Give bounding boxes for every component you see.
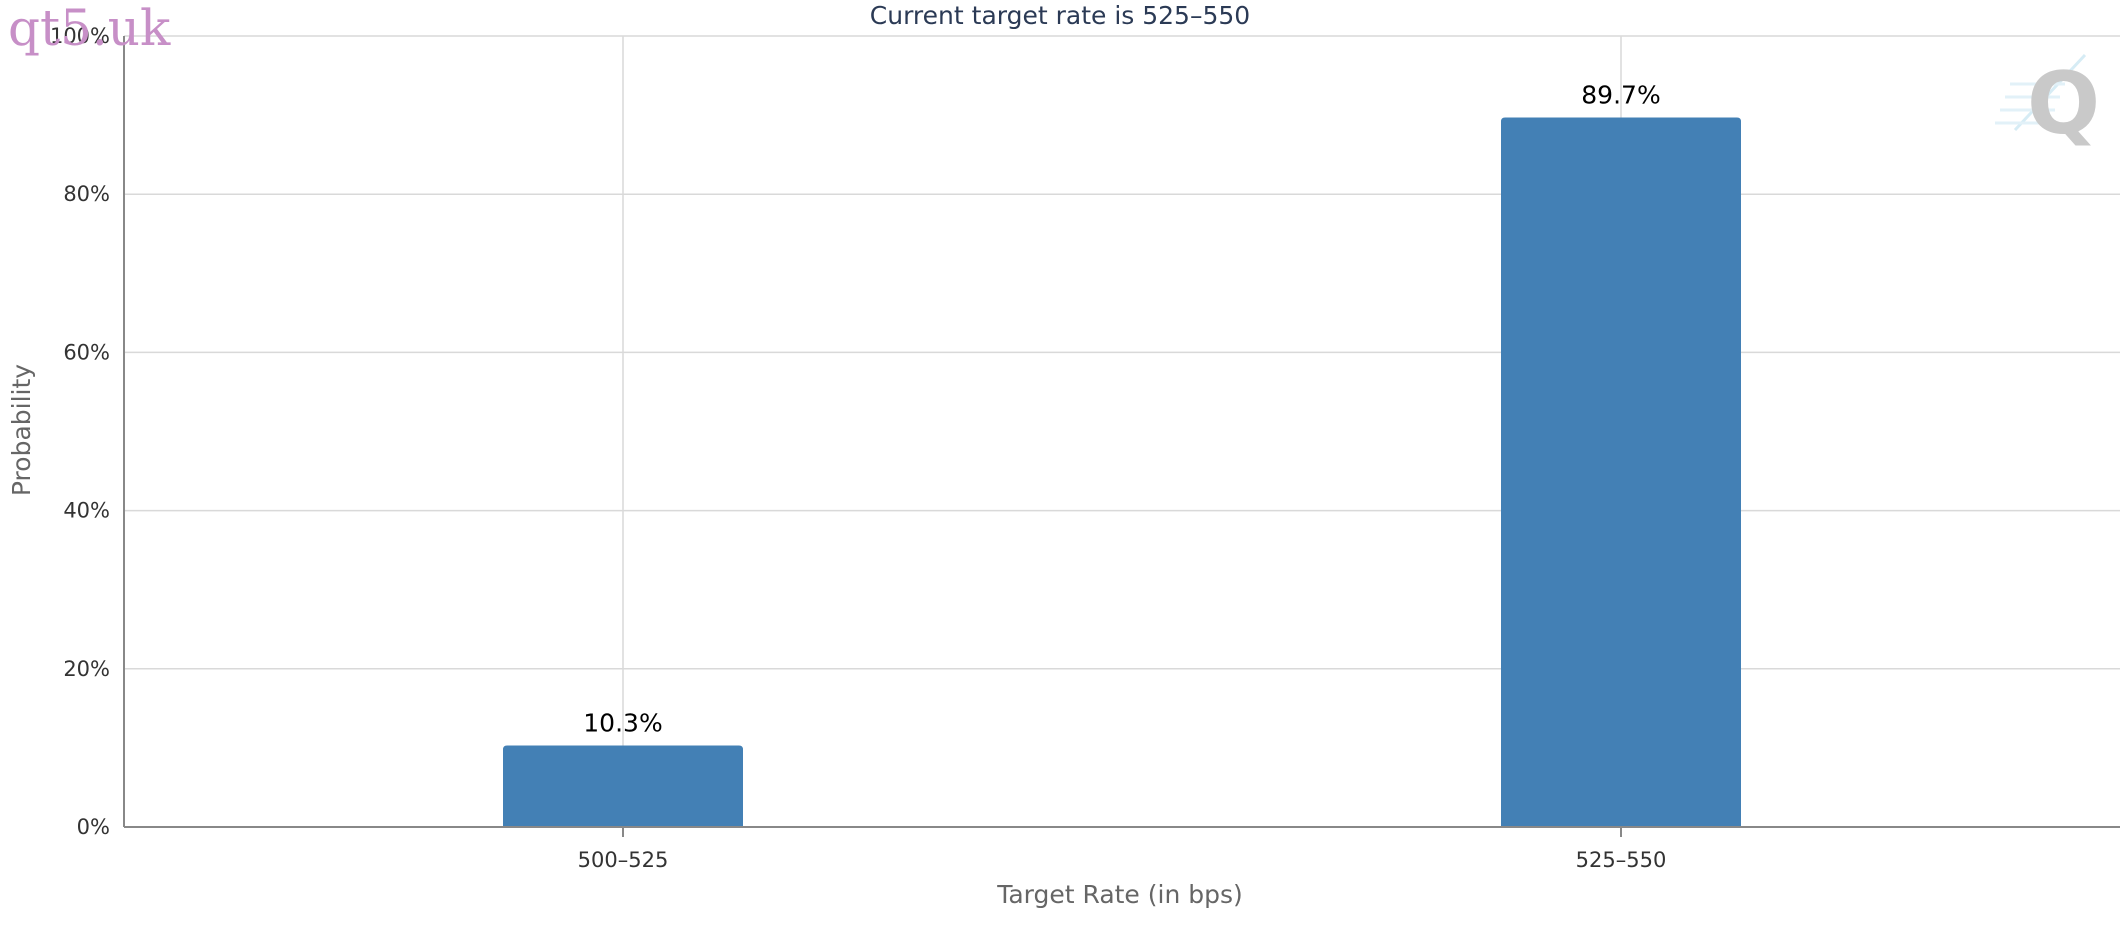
x-axis-title: Target Rate (in bps) bbox=[996, 880, 1243, 909]
x-tick-labels: 500–525 525–550 bbox=[578, 827, 1667, 872]
grid-lines bbox=[124, 35, 2120, 827]
y-tick-label: 40% bbox=[63, 499, 110, 523]
y-tick-label: 80% bbox=[63, 182, 110, 206]
y-tick-label: 100% bbox=[50, 24, 110, 48]
y-tick-label: 20% bbox=[63, 657, 110, 681]
data-labels: 10.3% 89.7% bbox=[583, 80, 1660, 737]
y-tick-label: 60% bbox=[63, 340, 110, 364]
bars bbox=[503, 117, 1741, 827]
x-tick-label: 500–525 bbox=[578, 848, 669, 872]
data-label: 89.7% bbox=[1581, 80, 1660, 109]
svg-text:Q: Q bbox=[2027, 54, 2100, 154]
watermark-text: qt5.uk bbox=[8, 0, 171, 57]
axes bbox=[123, 36, 2120, 828]
y-tick-labels: 0% 20% 40% 60% 80% 100% bbox=[50, 24, 110, 839]
chart-title: Current target rate is 525–550 bbox=[870, 1, 1250, 30]
bar bbox=[503, 745, 743, 827]
bar bbox=[1501, 117, 1741, 827]
y-axis-title: Probability bbox=[7, 364, 36, 496]
x-tick-label: 525–550 bbox=[1576, 848, 1667, 872]
q-logo-icon: Q bbox=[1995, 53, 2100, 154]
data-label: 10.3% bbox=[583, 709, 662, 738]
y-tick-label: 0% bbox=[77, 815, 110, 839]
